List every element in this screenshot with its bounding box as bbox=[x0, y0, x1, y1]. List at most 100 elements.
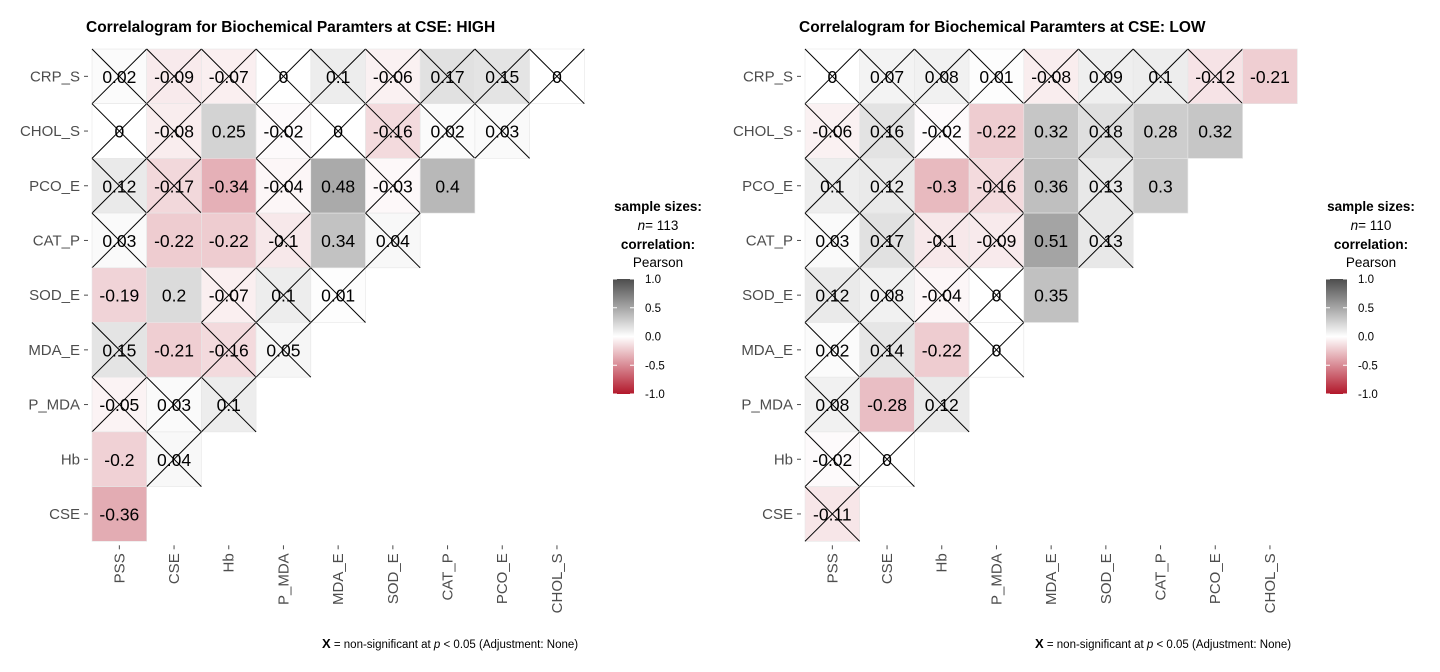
cell-value-label: -0.22 bbox=[922, 340, 962, 360]
legend-n-symbol: n bbox=[1351, 218, 1359, 233]
y-tick-label: P_MDA bbox=[741, 397, 793, 414]
non-significant-cross bbox=[255, 103, 312, 159]
non-significant-cross bbox=[968, 322, 1025, 378]
legend-sample-sizes-label: sample sizes: bbox=[1327, 199, 1415, 214]
non-significant-cross bbox=[804, 267, 861, 323]
heatmap-cell: 0 bbox=[968, 322, 1025, 378]
cell-value-label: 0.04 bbox=[376, 231, 410, 251]
heatmap-cell: -0.22 bbox=[146, 212, 202, 269]
x-tick-label: CHOL_S bbox=[1262, 553, 1279, 613]
cell-value-label: -0.11 bbox=[813, 504, 852, 524]
cell-value-label: 0.36 bbox=[1034, 176, 1068, 196]
correlogram-panel-high: Correlalogram for Biochemical Paramters … bbox=[20, 19, 702, 651]
heatmap-cell: -0.06 bbox=[365, 48, 421, 105]
heatmap-cell: 0.12 bbox=[914, 376, 970, 433]
heatmap-cell: -0.22 bbox=[968, 103, 1025, 159]
legend-tick-label: -1.0 bbox=[645, 389, 665, 401]
non-significant-cross bbox=[968, 158, 1025, 214]
x-tick-label: PSS bbox=[824, 553, 841, 583]
x-tick-label: MDA_E bbox=[1043, 553, 1060, 605]
heatmap-cell: -0.06 bbox=[804, 103, 861, 159]
heatmap-cell: 0.1 bbox=[310, 48, 366, 105]
cell-value-label: -0.17 bbox=[154, 176, 194, 196]
cell-fill bbox=[91, 486, 148, 542]
cell-value-label: 0.17 bbox=[431, 67, 465, 87]
cell-value-label: -0.09 bbox=[154, 67, 194, 87]
non-significant-cross bbox=[968, 48, 1025, 105]
heatmap-cell: -0.22 bbox=[914, 322, 970, 378]
cell-value-label: 0.2 bbox=[162, 286, 186, 306]
non-significant-cross bbox=[804, 158, 861, 214]
heatmap-cell: 0.04 bbox=[365, 212, 421, 269]
cell-value-label: 0 bbox=[279, 67, 289, 87]
non-significant-cross bbox=[146, 48, 202, 105]
y-tick-label: P_MDA bbox=[28, 397, 80, 414]
y-tick-label: PCO_E bbox=[29, 178, 80, 195]
heatmap-cell: -0.03 bbox=[365, 158, 421, 214]
non-significant-cross bbox=[201, 267, 257, 323]
heatmap-cell: -0.34 bbox=[201, 158, 257, 214]
cell-value-label: 0.15 bbox=[485, 67, 519, 87]
cell-value-label: 0.08 bbox=[925, 67, 959, 87]
y-tick-label: CSE bbox=[49, 506, 80, 523]
cell-value-label: 0.03 bbox=[157, 395, 191, 415]
heatmap-cell: -0.07 bbox=[201, 48, 257, 105]
cell-value-label: -0.2 bbox=[104, 450, 134, 470]
heatmap-cell: -0.19 bbox=[91, 267, 148, 323]
heatmap-cell: 0.17 bbox=[859, 212, 915, 269]
cell-value-label: -0.07 bbox=[209, 286, 249, 306]
x-tick-label: CAT_P bbox=[1153, 553, 1170, 600]
non-significant-cross bbox=[310, 267, 366, 323]
heatmap-cell: 0.13 bbox=[1078, 212, 1134, 269]
heatmap-cell: -0.16 bbox=[201, 322, 257, 378]
x-axis-labels: PSS CSE Hb P_MDA MDA_E SOD_E CAT_P PCO_E CHOL_S bbox=[111, 545, 566, 613]
cell-value-label: -0.04 bbox=[922, 286, 962, 306]
x-tick-label: PCO_E bbox=[494, 553, 511, 604]
non-significant-cross bbox=[310, 48, 366, 105]
heatmap-cell: 0.12 bbox=[804, 267, 861, 323]
legend-correlation-label: correlation: bbox=[621, 237, 695, 252]
non-significant-cross bbox=[914, 103, 970, 159]
non-significant-cross bbox=[201, 48, 257, 105]
x-tick-label: P_MDA bbox=[988, 553, 1005, 605]
heatmap-cell: 0.18 bbox=[1078, 103, 1134, 159]
heatmap-cell: 0.2 bbox=[146, 267, 202, 323]
cell-value-label: -0.1 bbox=[268, 231, 298, 251]
heatmap-cells: 0 0.07 0.08 0.01 -0.08 0.09 0.1 -0.12 -0.21 -0.06… bbox=[804, 48, 1298, 542]
heatmap-cell: 0.36 bbox=[1023, 158, 1079, 214]
cell-fill bbox=[419, 158, 476, 214]
x-tick-label: CSE bbox=[166, 553, 183, 584]
heatmap-cell: 0.48 bbox=[310, 158, 366, 214]
x-tick-label: P_MDA bbox=[275, 553, 292, 605]
cell-value-label: 0.08 bbox=[815, 395, 849, 415]
cell-value-label: 0.25 bbox=[212, 122, 246, 142]
non-significant-cross bbox=[804, 376, 861, 433]
non-significant-cross bbox=[365, 48, 421, 105]
non-significant-cross bbox=[804, 48, 861, 105]
x-tick-label: CHOL_S bbox=[549, 553, 566, 613]
non-significant-cross bbox=[804, 431, 861, 487]
non-significant-cross bbox=[419, 48, 476, 105]
non-significant-cross bbox=[91, 322, 148, 378]
heatmap-cell: 0.07 bbox=[859, 48, 915, 105]
heatmap-cell: -0.04 bbox=[914, 267, 970, 323]
heatmap-cell: 0.34 bbox=[310, 212, 366, 269]
x-axis-labels: PSS CSE Hb P_MDA MDA_E SOD_E CAT_P PCO_E CHOL_S bbox=[824, 545, 1279, 613]
heatmap-cell: -0.08 bbox=[146, 103, 202, 159]
y-tick-label: Hb bbox=[61, 451, 80, 468]
non-significant-cross bbox=[255, 48, 312, 105]
heatmap-cell: 0.32 bbox=[1023, 103, 1079, 159]
heatmap-cell: -0.08 bbox=[1023, 48, 1079, 105]
heatmap-cells: 0.02 -0.09 -0.07 0 0.1 -0.06 0.17 0.15 0 0 -0.08 0.… bbox=[91, 48, 585, 542]
heatmap-cell: 0.05 bbox=[255, 322, 312, 378]
caption-x-symbol: X bbox=[1035, 636, 1044, 651]
non-significant-cross bbox=[91, 158, 148, 214]
heatmap-cell: -0.05 bbox=[91, 376, 148, 433]
non-significant-cross bbox=[859, 267, 915, 323]
heatmap-cell: -0.21 bbox=[146, 322, 202, 378]
non-significant-cross bbox=[859, 322, 915, 378]
legend-n-symbol: n bbox=[638, 218, 646, 233]
legend-sample-size: n= 110 bbox=[1351, 218, 1392, 233]
cell-value-label: 0.51 bbox=[1034, 231, 1068, 251]
non-significant-cross bbox=[201, 322, 257, 378]
